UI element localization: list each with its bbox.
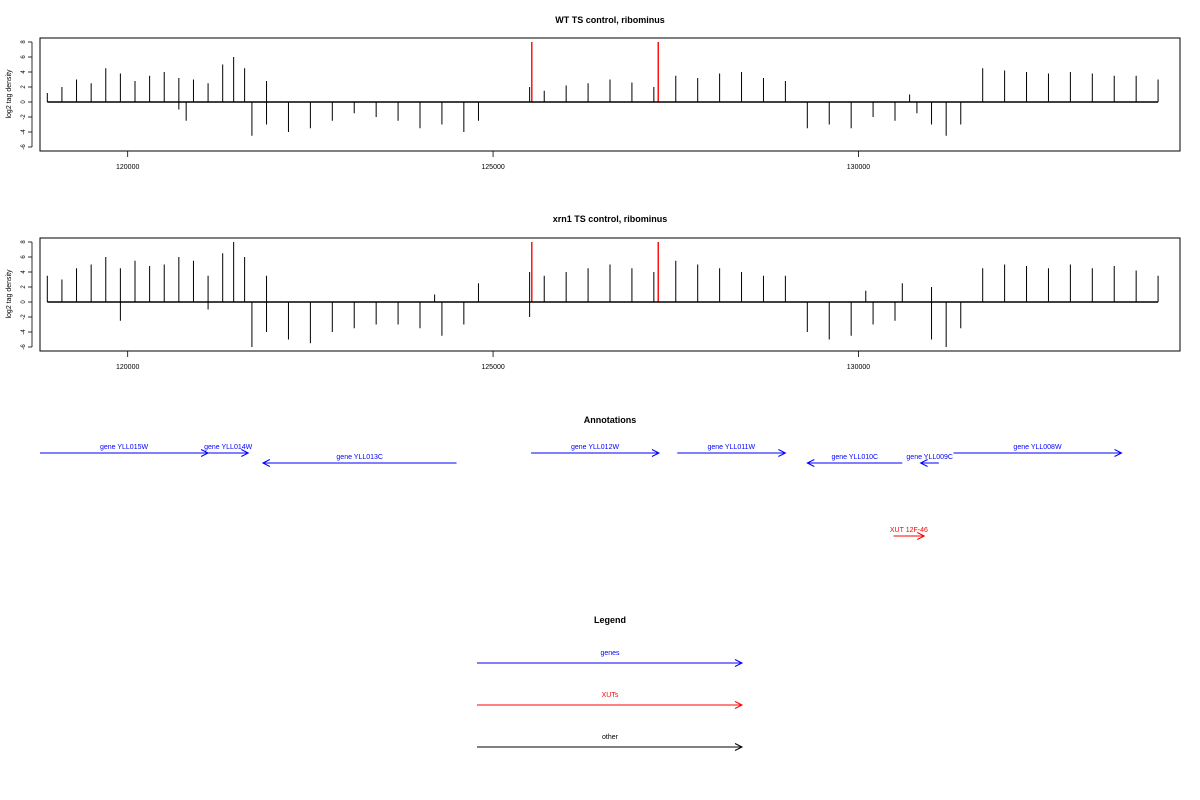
feature-arrowhead — [261, 459, 271, 467]
feature-arrowhead — [919, 459, 928, 467]
x-tick-label: 120000 — [116, 364, 139, 371]
feature-arrowhead — [241, 449, 250, 457]
y-tick-label: 2 — [21, 85, 27, 89]
wt-y-axis: 8 6 4 2 0 -2 -4 -6 — [21, 40, 33, 150]
feature-arrowhead — [917, 532, 926, 540]
annotation-features: gene YLL015W gene YLL014W gene YLL013C gene… — [40, 444, 1123, 540]
wt-y-axis-label: log2 tag density — [6, 69, 13, 119]
xrn1-y-axis-label: log2 tag density — [6, 269, 13, 319]
x-tick-label: 130000 — [847, 164, 870, 171]
feature-label: gene YLL015W — [100, 444, 149, 451]
y-tick-label: -2 — [21, 314, 27, 320]
feature-arrowhead — [778, 449, 787, 457]
legend-arrowhead — [734, 701, 744, 709]
feature-arrowhead — [651, 449, 661, 457]
xrn1-density-bars — [46, 242, 1159, 347]
feature-arrowhead — [1114, 449, 1123, 457]
xrn1-track-title: xrn1 TS control, ribominus — [553, 214, 668, 224]
x-tick-label: 125000 — [481, 364, 504, 371]
feature-label: gene YLL009C — [906, 454, 953, 461]
legend-arrowhead — [734, 743, 744, 751]
y-tick-label: 4 — [21, 70, 27, 74]
y-tick-label: 4 — [21, 270, 27, 274]
xrn1-x-axis: 120000 125000 130000 — [116, 351, 870, 371]
wt-track-panel: WT TS control, ribominus log2 tag densit… — [6, 15, 1181, 171]
annotations-panel: Annotations gene YLL015W gene YLL014Wgene… — [40, 415, 1123, 540]
y-tick-label: 8 — [21, 240, 27, 244]
legend-title: Legend — [594, 615, 626, 625]
feature-label: gene YLL011W — [707, 444, 755, 451]
x-tick-label: 120000 — [116, 164, 139, 171]
y-tick-label: 0 — [21, 100, 27, 104]
wt-track-title: WT TS control, ribominus — [555, 15, 665, 25]
y-tick-label: -2 — [21, 114, 27, 120]
feature-arrowhead — [806, 459, 815, 467]
legend-items: genes XUTs other — [477, 650, 744, 751]
y-tick-label: -6 — [21, 144, 27, 150]
wt-x-axis: 120000 125000 130000 — [116, 151, 870, 171]
legend-label: XUTs — [602, 692, 619, 699]
x-tick-label: 130000 — [847, 364, 870, 371]
feature-label: gene YLL012W — [571, 444, 620, 451]
annotations-title: Annotations — [584, 415, 637, 425]
xrn1-track-panel: xrn1 TS control, ribominus log2 tag dens… — [6, 214, 1181, 371]
y-tick-label: 0 — [21, 300, 27, 304]
legend-label: other — [602, 734, 619, 741]
xrn1-plot-frame — [39, 237, 1181, 352]
feature-label: XUT 12F-46 — [890, 527, 928, 534]
feature-label: gene YLL008W — [1013, 444, 1062, 451]
x-tick-label: 125000 — [481, 164, 504, 171]
y-tick-label: -6 — [21, 344, 27, 350]
feature-label: gene YLL013C — [336, 454, 383, 461]
feature-label: gene YLL014W — [204, 444, 253, 451]
y-tick-label: 2 — [21, 285, 27, 289]
feature-label: gene YLL010C — [832, 454, 879, 461]
wt-density-bars — [46, 42, 1159, 136]
legend-arrowhead — [734, 659, 744, 667]
legend-label: genes — [600, 650, 620, 657]
y-tick-label: 6 — [21, 55, 27, 59]
legend-panel: Legend genes XUTs other — [477, 615, 744, 751]
y-tick-label: -4 — [21, 329, 27, 335]
wt-plot-frame — [39, 37, 1181, 152]
y-tick-label: -4 — [21, 129, 27, 135]
xrn1-y-axis: 8 6 4 2 0 -2 -4 -6 — [21, 240, 33, 350]
y-tick-label: 8 — [21, 40, 27, 44]
y-tick-label: 6 — [21, 255, 27, 259]
